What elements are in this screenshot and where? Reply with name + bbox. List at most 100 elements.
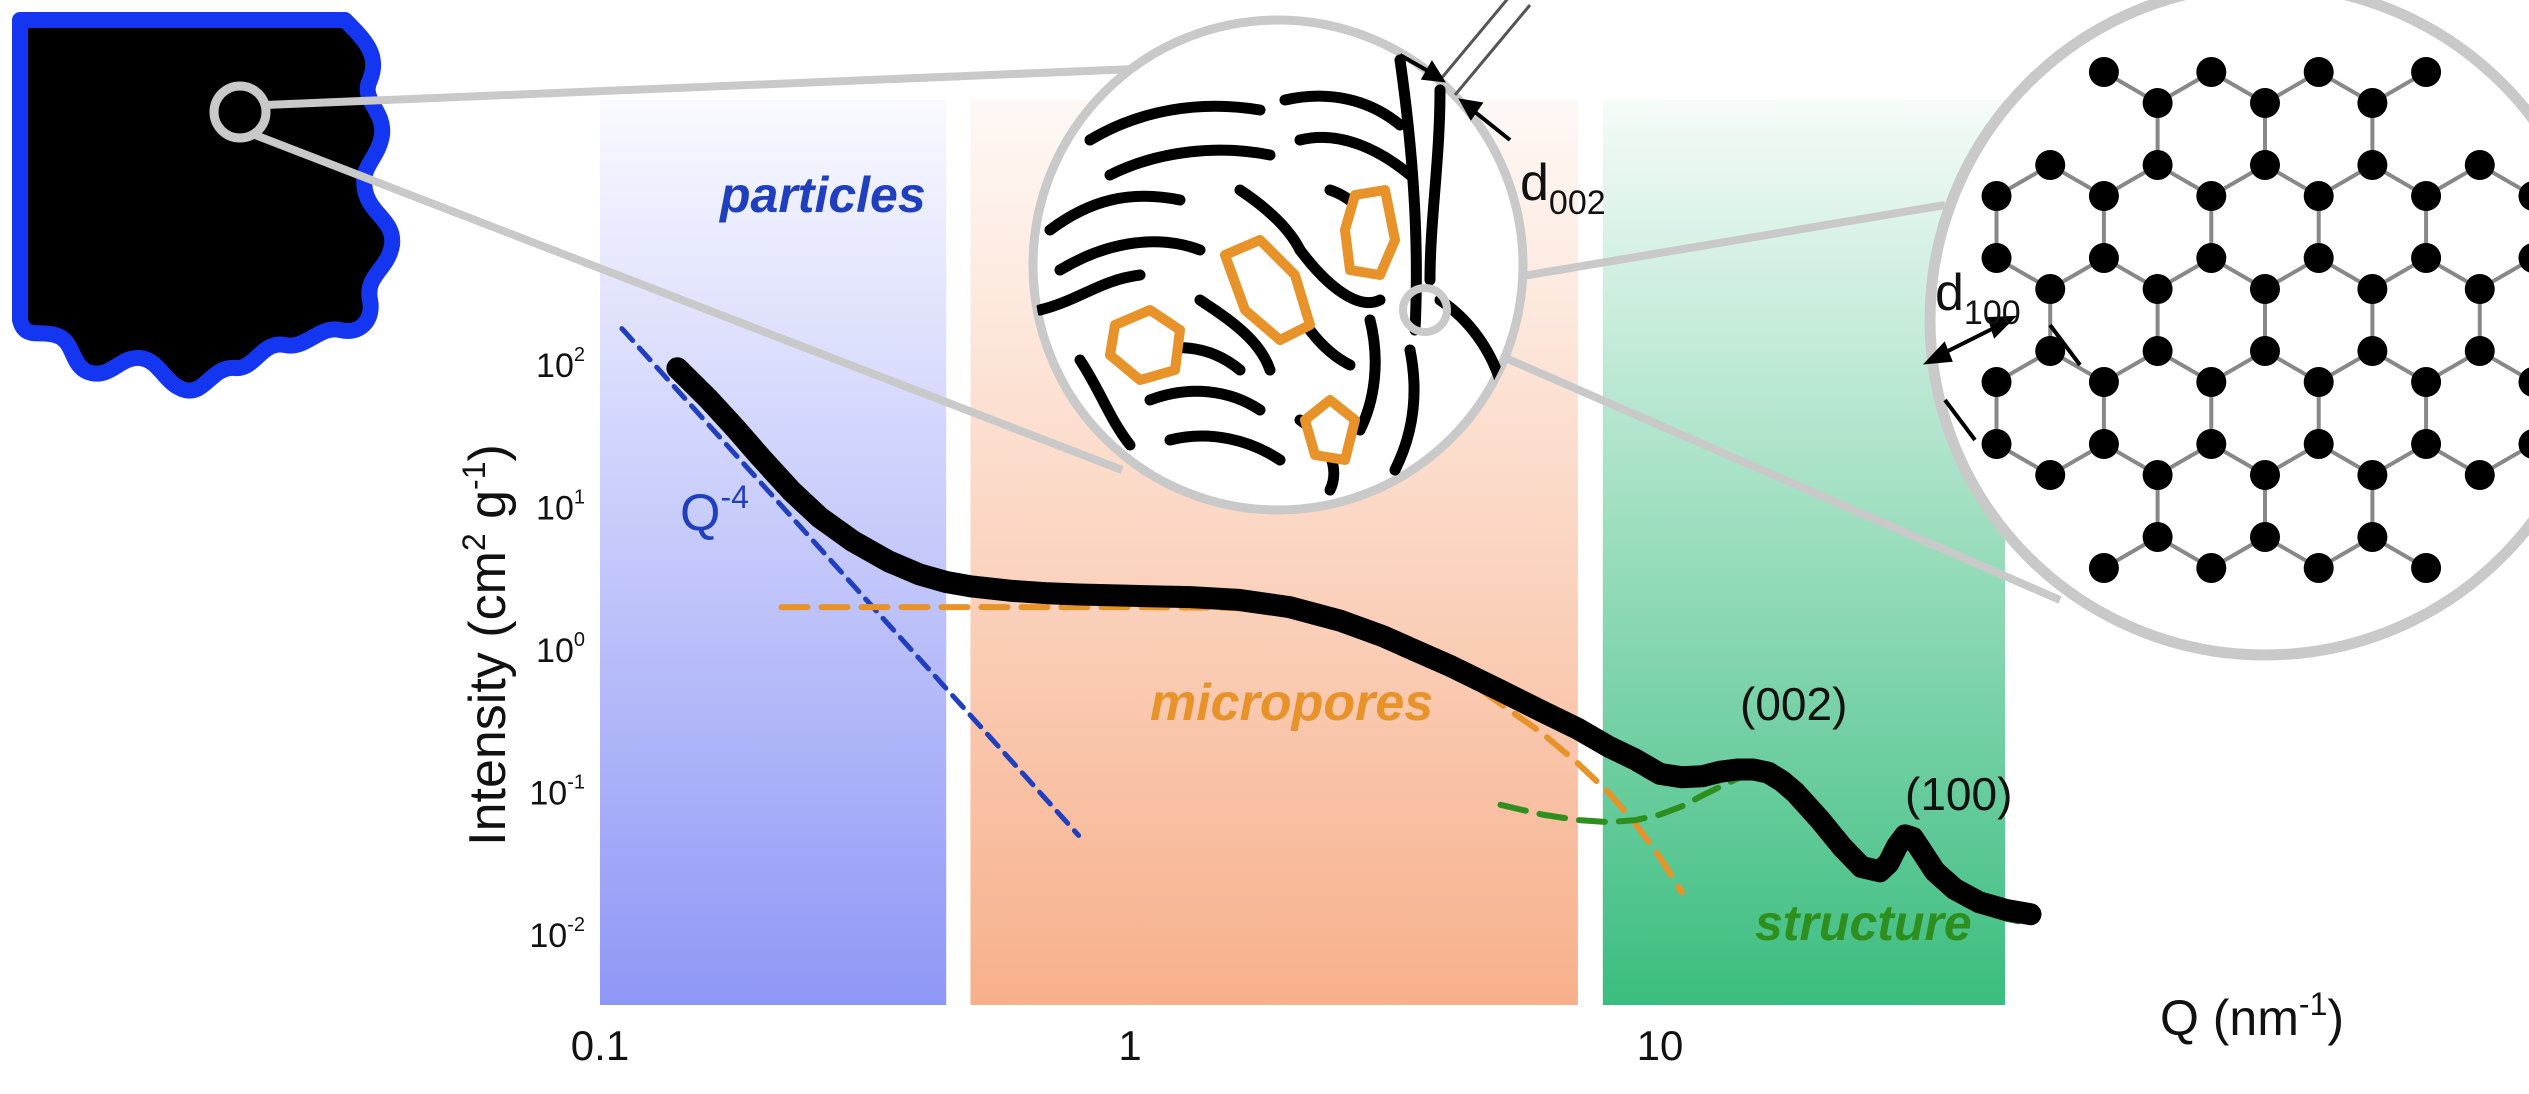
y-tick-label: 10-2 (529, 914, 585, 955)
lattice-atom (2142, 522, 2173, 552)
lattice-atom (2088, 367, 2119, 397)
ylabel-text: Intensity (cm (459, 551, 517, 846)
lattice-atom (2250, 522, 2280, 552)
xlabel-text: Q (nm (2160, 990, 2299, 1046)
lattice-atom (2142, 336, 2173, 366)
lattice-atom (2303, 243, 2334, 273)
lattice-atom (1981, 429, 2012, 459)
lattice-atom (2303, 57, 2334, 87)
lattice-atom (2088, 429, 2119, 459)
pore-shapes (1105, 185, 1400, 465)
lattice-atom (2035, 336, 2066, 366)
lattice-atom (2035, 274, 2066, 304)
lattice-atom (2250, 88, 2280, 118)
lattice-atom (2250, 336, 2280, 366)
q-power-base: Q (680, 484, 720, 542)
lattice-atom (2357, 336, 2388, 366)
lattice-atom (2196, 181, 2227, 211)
lattice-atom (2303, 367, 2334, 397)
lattice-atom (2357, 460, 2388, 490)
d100-indicator (1922, 315, 2082, 442)
carbon-zoom-ring (1399, 284, 1451, 336)
particle-shape (12, 12, 401, 399)
peak-002-label: (002) (1740, 678, 1847, 730)
ylabel-close: ) (459, 444, 517, 461)
d002-arrows (1399, 53, 1512, 142)
ylabel-exp2: -1 (456, 461, 492, 489)
ylabel-mid: g (459, 490, 517, 533)
series-layer (619, 326, 2042, 927)
d002-subscript: 002 (1549, 184, 1606, 222)
lattice-atom (2303, 181, 2334, 211)
lattice-atom (2035, 460, 2066, 490)
lattice-atom (1981, 181, 2012, 211)
lattice-atom (2411, 553, 2442, 583)
lattice-atom (2088, 553, 2119, 583)
lattice-atom (2142, 274, 2173, 304)
svg-text:Intensity (cm2 g-1): Intensity (cm2 g-1) (456, 444, 517, 846)
lattice-atom (2303, 553, 2334, 583)
lattice-atom (2518, 181, 2529, 211)
y-tick-label: 102 (536, 344, 585, 385)
lattice-atom (2518, 367, 2529, 397)
lattice-atom (2250, 274, 2280, 304)
d002-letter: d (1520, 154, 1549, 212)
ylabel-exp1: 2 (456, 533, 492, 551)
lattice-atom (2196, 243, 2227, 273)
series-measured (666, 357, 2042, 926)
xlabel-close: ) (2327, 990, 2344, 1046)
graphene-lattice (1981, 57, 2529, 583)
lattice-atom (2518, 243, 2529, 273)
pore-4 (1300, 395, 1360, 465)
y-tick-label: 10-1 (529, 772, 585, 813)
q-power-label: Q-4 (680, 479, 749, 542)
lattice-atom (2196, 367, 2227, 397)
region-label-micropores: micropores (1150, 674, 1433, 732)
lattice-atom (2464, 274, 2495, 304)
xlabel-exp: -1 (2299, 986, 2327, 1022)
lattice-atom (2464, 150, 2495, 180)
lattice-atom (2357, 150, 2388, 180)
d100-subscript: 100 (1964, 294, 2021, 332)
lattice-atom (2196, 429, 2227, 459)
particle-silhouette (12, 12, 401, 399)
peak-100-label: (100) (1905, 768, 2012, 820)
carbon-pore-inset: d002 (1028, 0, 1606, 515)
lattice-atom (2196, 553, 2227, 583)
lattice-atom (2357, 88, 2388, 118)
particle-zoom-ring (209, 81, 271, 143)
lattice-atom (1981, 367, 2012, 397)
x-axis-label: Q (nm-1) (2160, 986, 2344, 1046)
lattice-atom (2142, 88, 2173, 118)
lattice-atom (2035, 150, 2066, 180)
lattice-atom (2142, 150, 2173, 180)
lattice-atom (2357, 274, 2388, 304)
lattice-atom (2464, 336, 2495, 366)
tick-labels: 0.1 1 10 102 101 100 10-1 10-2 (529, 344, 1683, 1069)
lattice-atom (1981, 243, 2012, 273)
lattice-atom (2303, 429, 2334, 459)
x-tick-label: 1 (1118, 1022, 1141, 1069)
d100-letter: d (1935, 264, 1964, 322)
y-tick-label: 101 (536, 487, 585, 528)
lattice-atom (2411, 181, 2442, 211)
lattice-atom (2411, 367, 2442, 397)
lattice-atom (2088, 243, 2119, 273)
q-power-exp: -4 (720, 479, 748, 515)
pore-1 (1105, 305, 1185, 385)
lattice-atom (2411, 243, 2442, 273)
lattice-atom (2196, 57, 2227, 87)
region-label-structure: structure (1755, 895, 1972, 951)
series-q4-fit (619, 326, 1082, 838)
lattice-atom (2411, 429, 2442, 459)
y-axis-label: Intensity (cm2 g-1) (456, 444, 517, 846)
pore-3 (1340, 185, 1400, 280)
x-tick-label: 10 (1637, 1022, 1684, 1069)
d002-indicator (1438, 0, 1532, 96)
lattice-atom (2088, 181, 2119, 211)
lattice-atom (2411, 57, 2442, 87)
lattice-atom (2357, 522, 2388, 552)
lattice-atom (2142, 460, 2173, 490)
lattice-atom (2250, 150, 2280, 180)
lattice-atom (2464, 460, 2495, 490)
